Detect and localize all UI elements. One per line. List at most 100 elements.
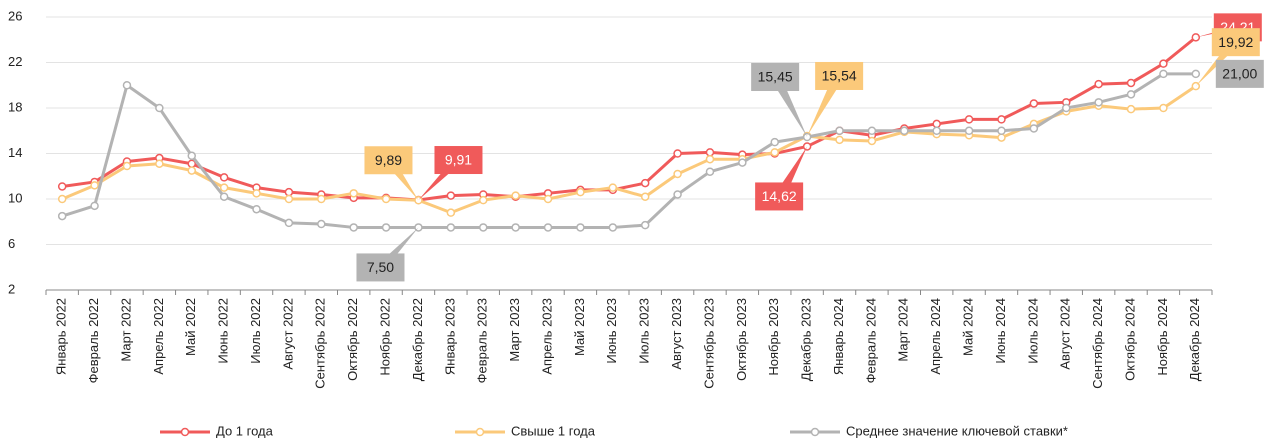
x-tick-label: Апрель 2023 <box>539 298 554 375</box>
x-tick-label: Июль 2024 <box>1025 298 1040 364</box>
point <box>932 126 941 135</box>
point <box>1126 78 1136 88</box>
point <box>219 173 229 182</box>
point <box>835 126 844 135</box>
point <box>122 81 132 90</box>
point <box>284 187 294 197</box>
point <box>640 178 650 188</box>
point <box>1062 103 1071 113</box>
point <box>479 223 488 232</box>
y-tick-label: 22 <box>8 54 22 69</box>
point <box>1094 79 1103 89</box>
legend-marker <box>180 427 190 437</box>
point <box>640 192 650 201</box>
point <box>1126 104 1136 114</box>
x-tick-label: Сентябрь 2022 <box>313 298 328 389</box>
y-tick-label: 26 <box>8 8 22 23</box>
callout-box <box>364 146 413 175</box>
point <box>57 211 67 221</box>
x-tick-label: Май 2024 <box>961 298 976 356</box>
point <box>673 149 682 158</box>
point <box>122 161 132 171</box>
x-tick-label: Июнь 2022 <box>216 298 231 364</box>
legend-label: До 1 года <box>216 423 274 438</box>
x-tick-label: Апрель 2024 <box>928 298 943 375</box>
point <box>349 189 358 198</box>
callout-box <box>356 253 405 282</box>
point <box>1159 69 1168 79</box>
x-tick-label: Февраль 2022 <box>86 298 101 383</box>
point <box>705 148 715 157</box>
point <box>284 218 294 228</box>
point <box>479 195 488 205</box>
x-tick-label: Март 2024 <box>896 298 911 362</box>
callout-pointer <box>769 77 808 138</box>
point <box>187 151 196 161</box>
point <box>317 219 326 229</box>
x-tick-label: Август 2024 <box>1058 298 1073 370</box>
x-tick-label: Январь 2023 <box>442 298 457 375</box>
y-tick-label: 18 <box>8 99 22 114</box>
data-label: 7,50 <box>367 259 394 275</box>
point <box>446 191 456 200</box>
point <box>1191 69 1201 79</box>
x-tick-label: Июль 2023 <box>637 298 652 364</box>
x-tick-label: Октябрь 2022 <box>345 298 360 381</box>
point <box>576 223 585 232</box>
point <box>57 194 67 204</box>
data-label: 9,89 <box>375 152 402 168</box>
point <box>446 223 456 232</box>
point <box>1159 103 1168 113</box>
callout-box <box>1215 59 1264 88</box>
point <box>1126 90 1136 99</box>
point <box>1029 124 1039 133</box>
callout-box <box>751 63 800 92</box>
point <box>284 194 294 204</box>
x-tick-label: Март 2022 <box>118 298 133 362</box>
x-tick-label: Июль 2022 <box>248 298 263 364</box>
x-tick-label: Сентябрь 2023 <box>701 298 716 389</box>
data-label: 15,54 <box>822 68 857 84</box>
x-tick-label: Февраль 2024 <box>863 298 878 383</box>
legend-label: Свыше 1 года <box>511 423 596 438</box>
x-tick-label: Январь 2022 <box>54 298 69 375</box>
data-label: 15,45 <box>758 69 793 85</box>
callout-box <box>434 146 483 175</box>
x-tick-label: Июнь 2024 <box>993 298 1008 364</box>
y-tick-label: 10 <box>8 190 22 205</box>
point <box>219 192 229 201</box>
point <box>381 223 391 232</box>
x-tick-label: Август 2023 <box>669 298 684 370</box>
data-label: 19,92 <box>1218 34 1253 50</box>
point <box>252 204 261 214</box>
point <box>576 187 585 197</box>
x-tick-label: Декабрь 2024 <box>1187 298 1202 381</box>
callout-box <box>1211 28 1260 57</box>
point <box>90 201 99 211</box>
point <box>349 223 358 232</box>
point <box>770 137 779 147</box>
point <box>317 194 326 204</box>
x-tick-label: Март 2023 <box>507 298 522 362</box>
point <box>155 159 164 168</box>
data-label: 9,91 <box>445 152 472 168</box>
y-tick-label: 2 <box>8 281 15 296</box>
point <box>997 126 1006 135</box>
callout-box <box>815 61 864 90</box>
point <box>867 126 877 135</box>
point <box>608 183 618 192</box>
x-tick-label: Сентябрь 2024 <box>1090 298 1105 389</box>
point <box>867 136 877 146</box>
callout-pointer <box>807 75 846 136</box>
point <box>900 126 909 135</box>
point <box>770 148 779 157</box>
x-tick-label: Апрель 2022 <box>151 298 166 375</box>
x-tick-label: Январь 2024 <box>831 298 846 375</box>
x-tick-label: Май 2022 <box>183 298 198 356</box>
x-tick-label: Ноябрь 2022 <box>378 298 393 376</box>
series-line <box>61 72 1196 229</box>
point <box>1029 99 1039 108</box>
point <box>187 166 196 175</box>
point <box>932 119 941 129</box>
